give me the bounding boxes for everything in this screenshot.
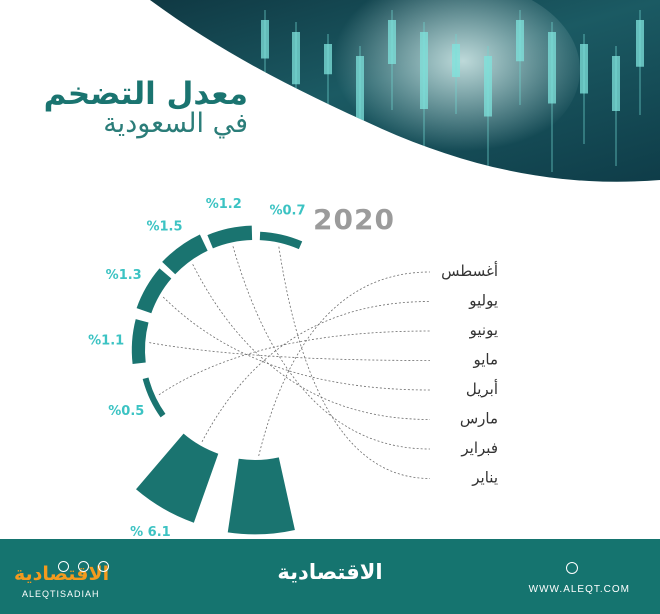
month-label-4: أبريل (466, 379, 498, 398)
leader-line-1 (201, 301, 431, 442)
month-labels: أغسطس يوليو يونيو مايو أبريل مارس فبراير يناير (441, 261, 498, 487)
value-label-6: %1.2 (206, 197, 242, 212)
value-label-1: % 6.1 (130, 525, 171, 539)
leader-line-4 (162, 296, 431, 391)
month-label-2: يونيو (469, 321, 498, 339)
inflation-chart: % 6.2% 6.1%0.5%1.1%1.3%1.5%1.2%0.7 أغسطس… (88, 197, 498, 539)
value-label-3: %1.1 (88, 334, 124, 349)
value-label-4: %1.3 (106, 268, 142, 283)
leader-line-6 (232, 246, 431, 450)
value-label-5: %1.5 (146, 219, 182, 234)
footer-logo: الاقتصادية (277, 560, 383, 584)
globe-icon (566, 562, 578, 574)
bar-7 (259, 231, 303, 250)
website-link[interactable]: WWW.ALEQT.COM (528, 584, 630, 595)
bar-2 (142, 377, 166, 418)
bar-1 (136, 433, 219, 523)
value-labels: % 6.2% 6.1%0.5%1.1%1.3%1.5%1.2%0.7 (88, 197, 305, 539)
bars (131, 225, 303, 535)
hero-image (150, 0, 660, 182)
leader-line-0 (258, 271, 431, 457)
month-label-3: مايو (472, 351, 498, 369)
bar-0 (227, 457, 295, 535)
leader-lines (149, 246, 431, 479)
page-subtitle: في السعودية (103, 108, 248, 139)
month-label-0: أغسطس (441, 261, 498, 280)
facebook-icon[interactable] (78, 561, 89, 572)
leader-line-2 (158, 330, 431, 396)
value-label-7: %0.7 (269, 203, 305, 218)
footer: الاقتصادية ALEQTISADIAH الاقتصادية WWW.A… (0, 539, 660, 614)
social-handle: ALEQTISADIAH (22, 589, 100, 599)
value-label-2: %0.5 (108, 404, 144, 419)
bar-4 (136, 268, 172, 314)
month-label-5: مارس (460, 410, 498, 428)
twitter-icon[interactable] (98, 561, 109, 572)
leader-line-5 (192, 264, 431, 420)
bar-5 (162, 234, 208, 275)
bar-3 (131, 319, 149, 364)
bar-6 (207, 225, 253, 249)
page-title: معدل التضخم (43, 76, 248, 112)
leader-line-7 (278, 246, 431, 479)
candlestick-decoration (261, 10, 644, 182)
month-label-7: يناير (471, 469, 498, 487)
leader-line-3 (149, 342, 431, 361)
instagram-icon[interactable] (58, 561, 69, 572)
month-label-6: فبراير (460, 439, 498, 457)
month-label-1: يوليو (468, 292, 498, 310)
year-label: 2020 (313, 203, 395, 236)
